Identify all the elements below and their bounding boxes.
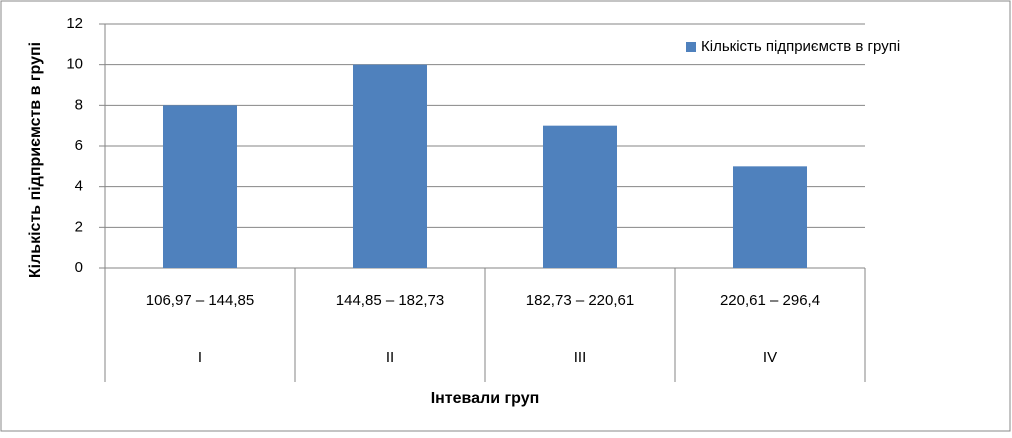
x-axis-title: Інтевали груп	[431, 390, 540, 407]
y-tick-label: 6	[75, 137, 83, 154]
x-tick-label: 106,97 – 144,85	[146, 292, 254, 309]
group-label: I	[198, 349, 202, 366]
group-label: II	[386, 349, 394, 366]
x-tick-label: 182,73 – 220,61	[526, 292, 634, 309]
bar	[733, 166, 807, 268]
y-tick-label: 12	[66, 15, 83, 32]
legend-label: Кількість підприємств в групі	[701, 38, 900, 55]
x-tick-label: 220,61 – 296,4	[720, 292, 820, 309]
bar	[543, 125, 617, 269]
y-axis-title: Кількість підприємств в групі	[27, 42, 44, 278]
y-tick-label: 10	[66, 56, 83, 73]
bar	[353, 64, 427, 269]
y-tick-label: 2	[75, 218, 83, 235]
y-tick-label: 4	[75, 178, 83, 195]
x-tick-label: 144,85 – 182,73	[336, 292, 444, 309]
legend-swatch	[686, 42, 696, 52]
group-label: III	[574, 349, 587, 366]
y-tick-label: 8	[75, 96, 83, 113]
y-tick-label: 0	[75, 259, 83, 276]
group-label: IV	[763, 349, 777, 366]
bar	[163, 105, 237, 268]
